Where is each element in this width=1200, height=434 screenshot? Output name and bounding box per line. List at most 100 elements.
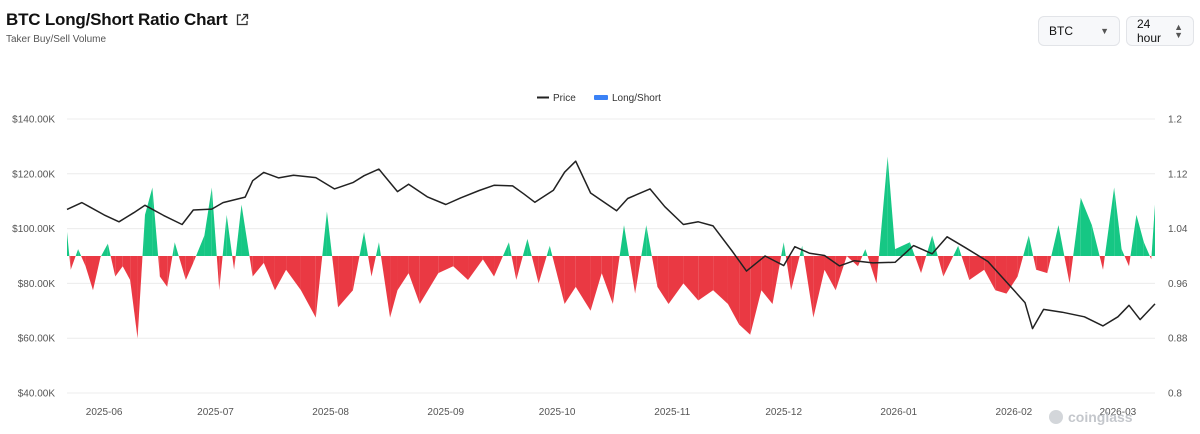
interval-select[interactable]: 24 hour ▲ ▼ bbox=[1126, 16, 1194, 46]
ratio-area-segment bbox=[698, 256, 714, 301]
ratio-area-segment bbox=[549, 245, 553, 256]
ratio-area-segment bbox=[178, 256, 186, 280]
ratio-area-segment bbox=[159, 256, 168, 287]
ratio-area-segment bbox=[865, 249, 868, 256]
ratio-area-segment bbox=[85, 256, 93, 291]
ratio-area-segment bbox=[263, 256, 275, 291]
ratio-area-segment bbox=[895, 242, 910, 256]
ratio-area-segment bbox=[502, 242, 509, 256]
ratio-area-segment bbox=[286, 256, 301, 291]
ratio-area-segment bbox=[115, 256, 123, 277]
ratio-area-segment bbox=[494, 256, 503, 277]
ratio-area-segment bbox=[635, 256, 642, 294]
ratio-area-segment bbox=[1064, 256, 1070, 284]
ratio-area-segment bbox=[453, 256, 469, 280]
ratio-area-segment bbox=[1149, 256, 1152, 260]
ratio-area-segment bbox=[932, 235, 938, 256]
ratio-area-segment bbox=[1099, 256, 1104, 270]
y-right-tick-label: 1.04 bbox=[1168, 224, 1188, 235]
ratio-area-segment bbox=[101, 243, 108, 256]
ratio-area-segment bbox=[130, 256, 138, 339]
ratio-area-segment bbox=[322, 211, 327, 256]
ratio-area-segment bbox=[193, 256, 197, 263]
ratio-area-segment bbox=[713, 256, 728, 304]
x-tick-label: 2025-08 bbox=[312, 407, 349, 418]
ratio-area-segment bbox=[1033, 256, 1037, 270]
coin-select[interactable]: BTC ▼ bbox=[1038, 16, 1120, 46]
ratio-area-segment bbox=[364, 232, 369, 256]
ratio-area-segment bbox=[408, 256, 420, 304]
ratio-area-segment bbox=[274, 256, 287, 291]
ratio-area-segment bbox=[222, 214, 227, 256]
ratio-area-segment bbox=[122, 256, 131, 280]
ratio-area-segment bbox=[241, 204, 250, 256]
grid-lines bbox=[67, 118, 1155, 394]
ratio-area-segment bbox=[1129, 256, 1131, 267]
ratio-area-segment bbox=[914, 256, 922, 274]
ratio-area-segment bbox=[152, 187, 159, 256]
ratio-area-segment bbox=[772, 256, 782, 304]
ratio-area-segment bbox=[75, 249, 79, 256]
ratio-area-segment bbox=[538, 256, 547, 284]
ratio-area-segment bbox=[1091, 225, 1100, 256]
ratio-area-segment bbox=[1047, 256, 1052, 274]
ratio-area-segment bbox=[252, 256, 264, 277]
ratio-area-segment bbox=[727, 256, 740, 325]
ratio-area-segment bbox=[196, 235, 205, 256]
ratio-area-segment bbox=[791, 256, 800, 291]
ratio-area-segment bbox=[232, 256, 235, 270]
ratio-area-segment bbox=[862, 249, 866, 256]
ratio-area-segment bbox=[167, 256, 173, 287]
ratio-area-segment bbox=[110, 256, 116, 277]
y-left-tick-label: $80.00K bbox=[18, 279, 56, 290]
ratio-area-segment bbox=[508, 242, 512, 256]
ratio-area-segment bbox=[522, 238, 528, 256]
ratio-area-segment bbox=[172, 242, 175, 256]
ratio-area-segment bbox=[646, 225, 652, 256]
ratio-area-segment bbox=[211, 187, 217, 256]
ratio-area-segment bbox=[668, 256, 684, 304]
ratio-area-segment bbox=[878, 156, 888, 256]
ratio-area-segment bbox=[943, 256, 954, 277]
ratio-area-segment bbox=[482, 256, 495, 277]
left-axis-ticks: $40.00K $60.00K $80.00K $100.00K $120.00K $14… bbox=[12, 115, 55, 400]
ratio-area-segment bbox=[546, 245, 550, 256]
price-line-layer bbox=[66, 160, 1156, 330]
chevron-down-icon: ▼ bbox=[1100, 26, 1109, 36]
ratio-area-segment bbox=[1104, 187, 1115, 256]
legend-price-label: Price bbox=[553, 93, 576, 104]
ratio-area-segment bbox=[1136, 214, 1144, 256]
ratio-area-segment bbox=[81, 256, 86, 267]
ratio-area-segment bbox=[142, 214, 145, 256]
ratio-area-segment bbox=[1130, 214, 1137, 256]
ratio-area-segment bbox=[332, 256, 339, 308]
ratio-area-segment bbox=[1114, 187, 1122, 256]
ratio-area-segment bbox=[511, 256, 517, 280]
ratio-area-segment bbox=[174, 242, 179, 256]
ratio-area-segment bbox=[739, 256, 751, 335]
ratio-area-segment bbox=[1080, 197, 1092, 256]
ratio-area-segment bbox=[144, 187, 153, 256]
price-line bbox=[66, 160, 1156, 330]
ratio-area-segment bbox=[67, 232, 70, 256]
y-left-tick-label: $140.00K bbox=[12, 115, 55, 126]
ratio-area-segment bbox=[799, 245, 803, 256]
external-link-icon[interactable] bbox=[235, 13, 249, 27]
ratio-area-segment bbox=[1036, 256, 1048, 274]
ratio-area-segment bbox=[468, 256, 483, 280]
ratio-area-segment bbox=[953, 245, 959, 256]
long-short-area bbox=[67, 156, 1155, 339]
ratio-area-segment bbox=[204, 187, 212, 256]
legend[interactable]: Price Long/Short bbox=[537, 93, 661, 104]
y-left-tick-label: $60.00K bbox=[18, 334, 56, 345]
ratio-area-segment bbox=[1028, 235, 1034, 256]
ratio-area-segment bbox=[531, 256, 539, 284]
ratio-area-segment bbox=[1051, 225, 1059, 256]
ratio-area-segment bbox=[338, 256, 353, 308]
ratio-area-segment bbox=[375, 242, 379, 256]
ratio-area-segment bbox=[803, 256, 814, 318]
ratio-area-segment bbox=[612, 256, 620, 304]
x-tick-label: 2026-02 bbox=[996, 407, 1033, 418]
ratio-area-segment bbox=[781, 242, 784, 256]
ratio-area-segment bbox=[219, 256, 223, 291]
